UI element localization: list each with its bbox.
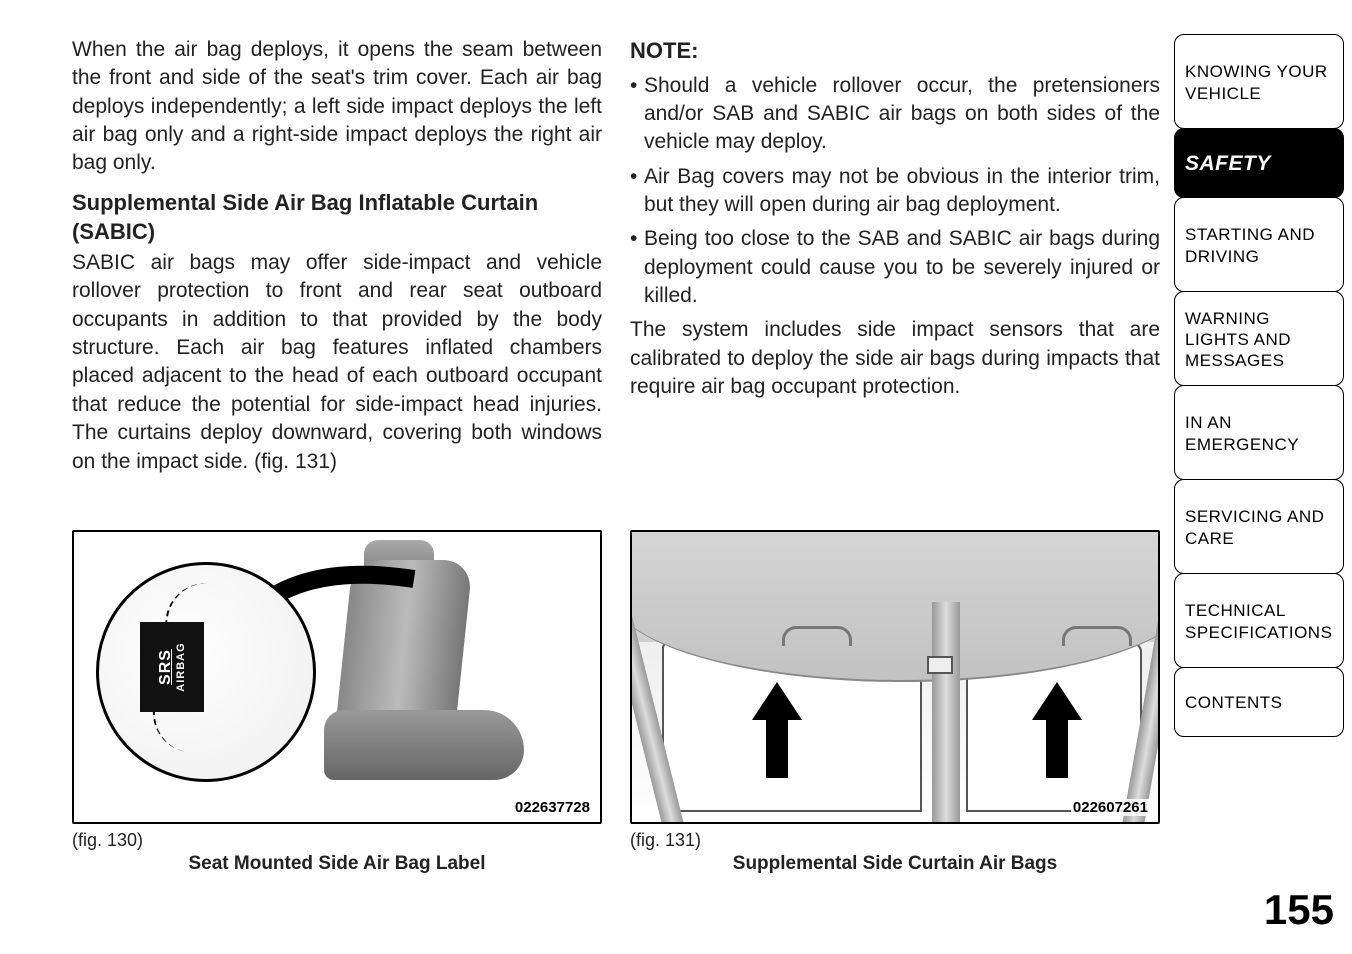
note-bullet-2: • Air Bag covers may not be obvious in t… — [630, 163, 1160, 220]
seat-base — [324, 710, 524, 780]
arrow-up-icon — [752, 682, 802, 782]
magnifier-circle: SRS AIRBAG — [96, 562, 316, 782]
figure-131-id: 022607261 — [1071, 799, 1150, 816]
srs-text: SRS — [157, 649, 175, 685]
left-column: When the air bag deploys, it opens the s… — [72, 36, 602, 476]
figure-130-id: 022637728 — [513, 799, 592, 816]
note-text-2: Air Bag covers may not be obvious in the… — [644, 163, 1160, 220]
figure-130: SRS AIRBAG 022637728 (fig. 130) Seat Mou… — [72, 530, 602, 875]
tab-label: WARNING LIGHTS AND MESSAGES — [1185, 308, 1335, 372]
figure-131-image: 022607261 — [630, 530, 1160, 824]
b-pillar — [932, 602, 960, 822]
note-text-3: Being too close to the SAB and SABIC air… — [644, 225, 1160, 310]
figure-131-title: Supplemental Side Curtain Air Bags — [630, 853, 1160, 875]
tab-safety[interactable]: SAFETY — [1174, 128, 1344, 198]
figure-130-title: Seat Mounted Side Air Bag Label — [72, 853, 602, 875]
note-bullet-1: • Should a vehicle rollover occur, the p… — [630, 72, 1160, 157]
tab-contents[interactable]: CONTENTS — [1174, 667, 1344, 737]
figures-row: SRS AIRBAG 022637728 (fig. 130) Seat Mou… — [72, 530, 1160, 875]
tab-label: SERVICING AND CARE — [1185, 506, 1335, 549]
cabin-illustration — [632, 532, 1158, 822]
tab-label: TECHNICAL SPECIFICATIONS — [1185, 600, 1335, 643]
note-text-1: Should a vehicle rollover occur, the pre… — [644, 72, 1160, 157]
tab-starting-driving[interactable]: STARTING AND DRIVING — [1174, 197, 1344, 292]
figure-130-caption: (fig. 130) — [72, 830, 602, 851]
right-column: NOTE: • Should a vehicle rollover occur,… — [630, 36, 1160, 401]
section-tabs: KNOWING YOUR VEHICLE SAFETY STARTING AND… — [1174, 34, 1344, 736]
tab-label: IN AN EMERGENCY — [1185, 412, 1335, 455]
paragraph-deployment: When the air bag deploys, it opens the s… — [72, 36, 602, 178]
arrow-up-icon — [1032, 682, 1082, 782]
page-number: 155 — [1264, 886, 1334, 934]
paragraph-sensors: The system includes side impact sensors … — [630, 316, 1160, 401]
tab-emergency[interactable]: IN AN EMERGENCY — [1174, 385, 1344, 480]
content-area: When the air bag deploys, it opens the s… — [72, 36, 1160, 476]
manual-page: When the air bag deploys, it opens the s… — [0, 0, 1352, 954]
airbag-label: SRS AIRBAG — [140, 622, 204, 712]
airbag-text: AIRBAG — [175, 642, 187, 691]
tab-tech-specs[interactable]: TECHNICAL SPECIFICATIONS — [1174, 573, 1344, 668]
grab-handle-rear — [1062, 626, 1132, 646]
tab-knowing-vehicle[interactable]: KNOWING YOUR VEHICLE — [1174, 34, 1344, 129]
heading-sabic: Supplemental Side Air Bag Inflatable Cur… — [72, 188, 602, 247]
paragraph-sabic: SABIC air bags may offer side-impact and… — [72, 249, 602, 476]
tab-label: CONTENTS — [1185, 692, 1283, 713]
tab-label: SAFETY — [1185, 151, 1271, 177]
bullet-dot: • — [630, 72, 644, 157]
bullet-dot: • — [630, 225, 644, 310]
tab-label: STARTING AND DRIVING — [1185, 224, 1335, 267]
figure-130-image: SRS AIRBAG 022637728 — [72, 530, 602, 824]
figure-131-caption: (fig. 131) — [630, 830, 1160, 851]
figure-131: 022607261 (fig. 131) Supplemental Side C… — [630, 530, 1160, 875]
note-label: NOTE: — [630, 36, 1160, 66]
dome-light — [927, 656, 953, 674]
roofliner — [630, 530, 1160, 682]
tab-warning-lights[interactable]: WARNING LIGHTS AND MESSAGES — [1174, 291, 1344, 386]
tab-servicing-care[interactable]: SERVICING AND CARE — [1174, 479, 1344, 574]
tab-label: KNOWING YOUR VEHICLE — [1185, 61, 1335, 104]
note-bullet-3: • Being too close to the SAB and SABIC a… — [630, 225, 1160, 310]
grab-handle-front — [782, 626, 852, 646]
bullet-dot: • — [630, 163, 644, 220]
